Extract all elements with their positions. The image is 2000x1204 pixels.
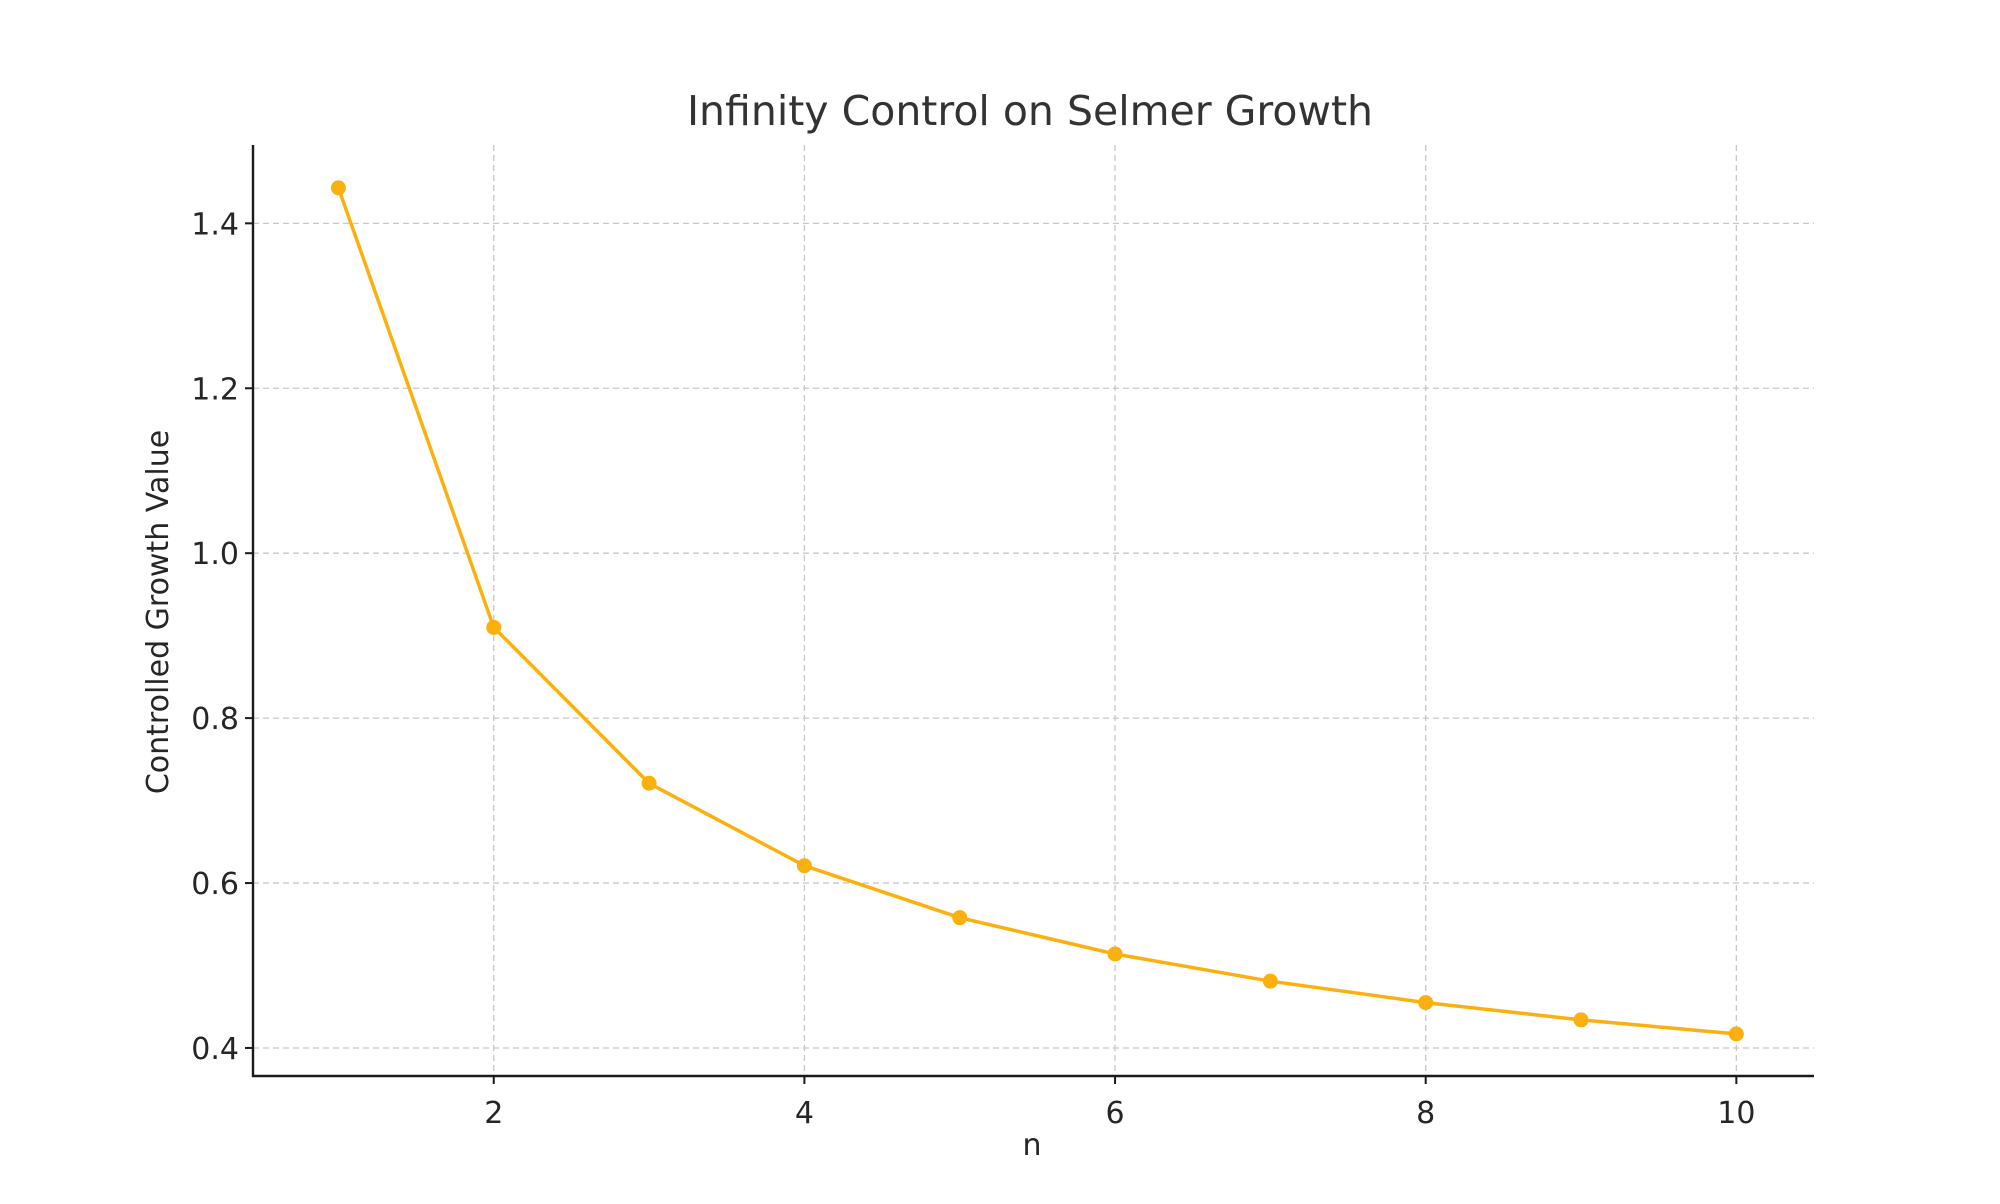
axes (251, 145, 1814, 1078)
data-point (1262, 973, 1278, 989)
data-point (1107, 946, 1123, 962)
x-tick-label: 8 (1416, 1096, 1435, 1131)
x-ticks: 2 4 6 8 10 (484, 1076, 1755, 1131)
x-axis-label: n (1022, 1128, 1041, 1163)
y-tick-label: 0.6 (191, 867, 239, 902)
data-point (796, 858, 812, 874)
series (330, 180, 1744, 1042)
y-ticks: 0.4 0.6 0.8 1.0 1.2 1.4 (191, 207, 253, 1067)
data-point (1728, 1026, 1744, 1042)
data-point (952, 910, 968, 926)
series-line (336, 187, 1737, 1036)
data-point (486, 619, 502, 635)
chart-title: Infinity Control on Selmer Growth (687, 87, 1373, 135)
y-axis-label: Controlled Growth Value (141, 430, 176, 794)
data-point (1573, 1012, 1589, 1028)
y-tick-label: 1.0 (191, 537, 239, 572)
data-point (641, 775, 657, 791)
x-tick-label: 4 (795, 1096, 814, 1131)
y-tick-label: 0.4 (191, 1032, 239, 1067)
y-tick-label: 1.4 (191, 207, 239, 242)
x-tick-label: 10 (1717, 1096, 1755, 1131)
data-point (1418, 995, 1434, 1011)
x-tick-label: 6 (1105, 1096, 1124, 1131)
data-point (330, 180, 346, 196)
grid (253, 145, 1814, 1076)
y-tick-label: 1.2 (191, 372, 239, 407)
y-tick-label: 0.8 (191, 702, 239, 737)
x-tick-label: 2 (484, 1096, 503, 1131)
